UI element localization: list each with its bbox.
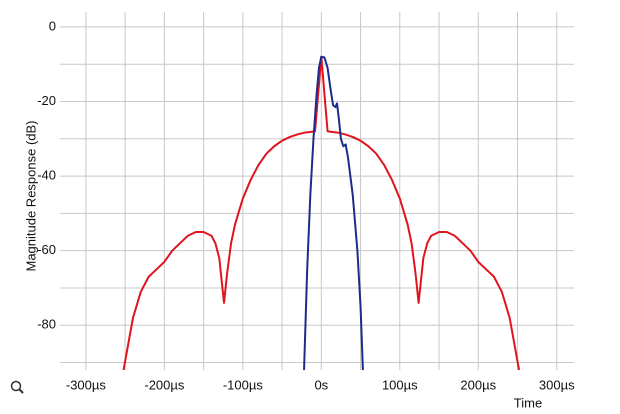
- plot-area: [122, 55, 521, 370]
- y-axis-label: Magnitude Response (dB): [23, 120, 38, 271]
- x-tick-label: -300µs: [66, 377, 107, 392]
- y-tick-label: -20: [37, 93, 56, 108]
- x-tick-label: -100µs: [223, 377, 264, 392]
- y-tick-label: -40: [37, 168, 56, 183]
- y-tick-label: -60: [37, 242, 56, 257]
- x-tick-label: 0s: [314, 377, 328, 392]
- x-tick-label: -200µs: [144, 377, 185, 392]
- zoom-icon-lens: [10, 380, 22, 392]
- x-axis-label: Time: [514, 395, 542, 410]
- y-tick-label: -80: [37, 317, 56, 332]
- zoom-icon-handle: [18, 388, 24, 394]
- x-tick-label: 300µs: [539, 377, 575, 392]
- grid: -300µs -200µs -100µs 0s 100µs 200µs 300µs 0 -20 -…: [37, 12, 575, 392]
- series-line: [303, 55, 364, 370]
- x-tick-label: 100µs: [382, 377, 418, 392]
- x-tick-label: 200µs: [460, 377, 496, 392]
- zoom-icon[interactable]: [10, 380, 24, 394]
- y-tick-label: 0: [49, 18, 56, 33]
